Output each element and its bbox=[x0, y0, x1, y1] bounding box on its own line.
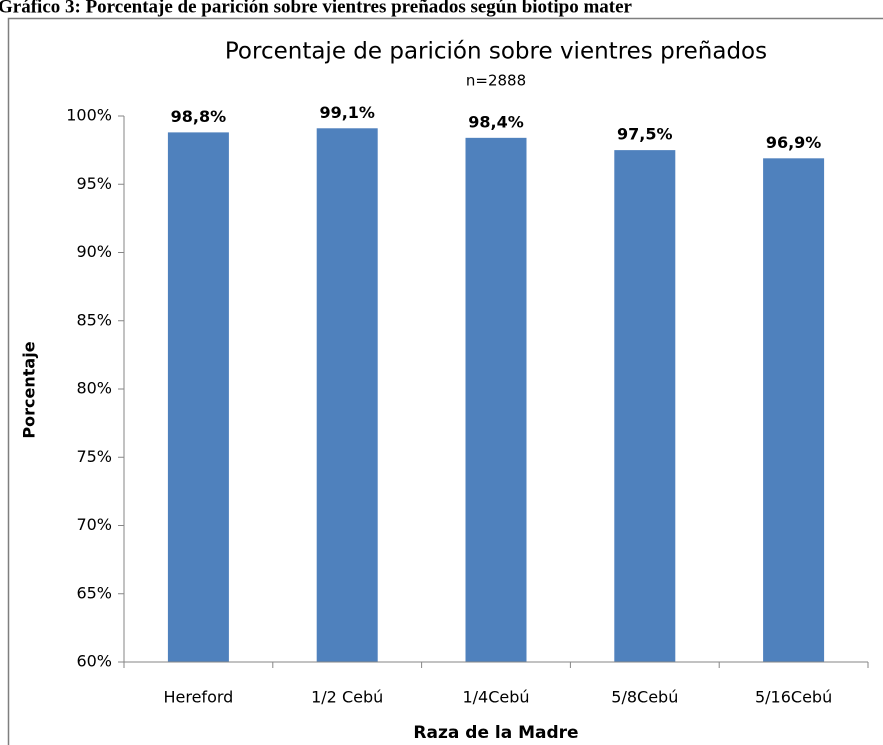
x-axis-label: Raza de la Madre bbox=[413, 723, 578, 743]
y-tick-label: 90% bbox=[76, 242, 112, 261]
y-tick-label: 80% bbox=[76, 379, 112, 398]
value-label: 98,4% bbox=[468, 112, 524, 131]
value-label: 99,1% bbox=[319, 103, 375, 122]
bar bbox=[763, 158, 825, 662]
chart-title: Porcentaje de parición sobre vientres pr… bbox=[225, 39, 767, 65]
y-tick-label: 60% bbox=[76, 652, 112, 671]
y-tick-label: 70% bbox=[76, 515, 112, 534]
x-tick-label: 5/8Cebú bbox=[611, 688, 678, 707]
caption: Gráfico 3: Porcentaje de parición sobre … bbox=[0, 0, 633, 17]
bar bbox=[465, 137, 527, 663]
value-label: 97,5% bbox=[617, 125, 673, 144]
y-tick-label: 75% bbox=[76, 447, 112, 466]
x-tick-label: 1/2 Cebú bbox=[311, 688, 383, 707]
x-tick-label: 5/16Cebú bbox=[755, 688, 832, 707]
y-tick-label: 95% bbox=[76, 174, 112, 193]
chart-subtitle: n=2888 bbox=[466, 72, 526, 90]
bar bbox=[167, 132, 229, 662]
y-tick-label: 100% bbox=[66, 106, 112, 125]
x-tick-label: Hereford bbox=[163, 688, 233, 707]
y-tick-label: 65% bbox=[76, 583, 112, 602]
x-tick-label: 1/4Cebú bbox=[462, 688, 529, 707]
bar bbox=[614, 150, 676, 662]
value-label: 96,9% bbox=[766, 133, 822, 152]
y-tick-label: 85% bbox=[76, 310, 112, 329]
value-label: 98,8% bbox=[171, 107, 227, 126]
bar bbox=[316, 128, 378, 662]
chart-frame bbox=[7, 17, 883, 745]
y-axis-label: Porcentaje bbox=[20, 341, 39, 438]
